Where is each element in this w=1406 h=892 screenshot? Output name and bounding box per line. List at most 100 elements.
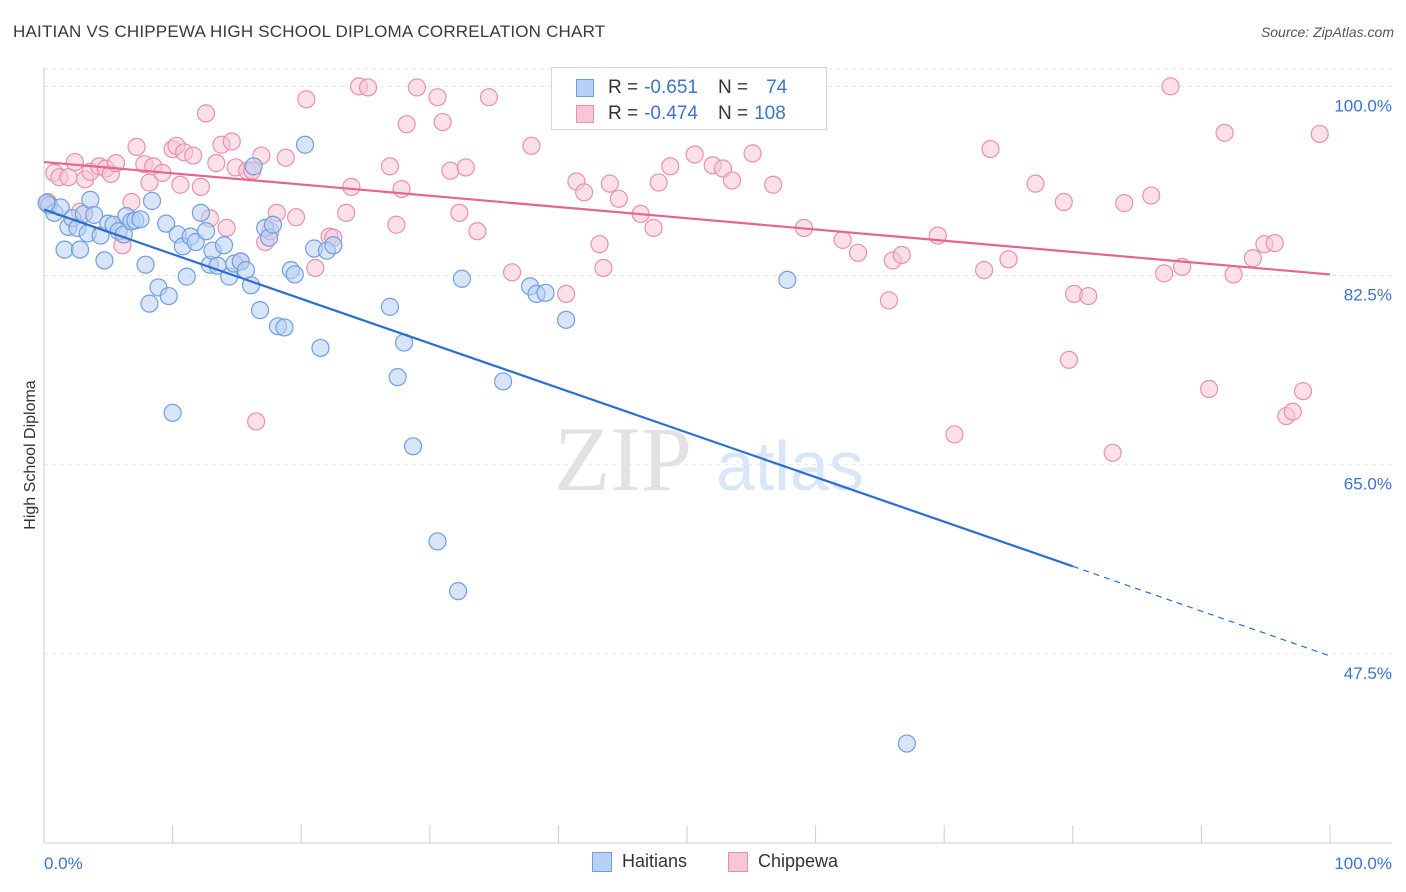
haitians-point [380,297,400,316]
haitians-point [557,310,576,329]
legend-chippewa: Chippewa [728,851,838,872]
chippewa-point [999,250,1018,269]
stats-legend: R = -0.651 N = 74 R = -0.474 N = 108 [551,67,827,130]
haitians-swatch [576,79,594,97]
haitians-point [536,283,555,302]
haitians-point [95,251,114,270]
haitians-point [244,157,263,176]
chippewa-point [764,175,783,194]
chippewa-point [879,291,899,310]
haitians-point [136,255,155,274]
haitians-point [275,318,294,337]
x-tick-label: 100.0% [1334,854,1392,873]
chippewa-point [848,243,868,262]
haitians-point [131,210,150,229]
chippewa-point [1200,379,1219,399]
chippewa-point [456,158,475,177]
chippewa-point [945,425,964,444]
chippewa-point [1054,192,1073,212]
chippewa-point [207,154,226,173]
chippewa-point [358,78,378,97]
haitians-point [236,261,256,280]
chippewa-point [433,112,452,132]
chippewa-point [217,218,236,238]
chippewa-point [222,132,241,151]
chippewa-point [1026,174,1045,193]
chippewa-legend-swatch [728,851,748,872]
haitians-point [250,301,270,320]
r-label: R = [608,103,639,124]
chippewa-point [337,203,356,222]
haitians-point [388,368,407,387]
chippewa-point [503,263,522,282]
chippewa-swatch [576,105,594,123]
n-value: 74 [766,77,788,98]
n-value: 108 [754,103,786,124]
haitians-point [157,214,176,233]
gridlines [44,68,1392,655]
chippewa-point [892,245,911,265]
trend-lines [43,160,1331,657]
chippewa-point [397,115,416,134]
haitians-point [452,269,472,288]
x-tick-label: 0.0% [44,854,83,873]
chippewa-point [468,222,487,241]
n-label: N = [717,103,749,124]
chippewa-point [833,230,852,249]
chippewa-point [479,88,499,107]
chippewa-point [1115,194,1134,213]
chippewa-point [1155,264,1174,283]
chippewa-point [600,174,619,193]
haitians-point [448,582,468,601]
chippewa-point [1243,249,1262,268]
haitians-point [897,734,917,753]
haitians-point [311,338,330,358]
chippewa-point [191,177,210,196]
watermark-atlas: atlas [716,427,864,505]
haitians-point [159,286,178,306]
r-value: -0.474 [644,103,698,124]
haitians-point [295,135,315,154]
legend-row-haitians: R = -0.651 N = 74 [576,76,787,100]
chippewa-point [306,258,325,278]
legend-row-chippewa: R = -0.474 N = 108 [576,102,786,126]
chippewa-point [59,168,78,187]
haitians-point [163,403,182,422]
haitians-point [177,267,196,286]
chippewa-point [65,152,84,172]
haitians-points [37,135,917,753]
chippewa-point [1142,186,1161,205]
chippewa-point [276,148,295,167]
chippewa-point [661,157,680,176]
y-tick-label: 100.0% [1334,96,1392,115]
haitians-point [324,236,343,255]
chippewa-point [743,144,762,163]
haitians-point [285,265,304,284]
chart-source: Source: ZipAtlas.com [1260,24,1394,40]
chippewa-point [981,139,1000,159]
haitians-point [81,190,100,209]
chippewa-point [392,179,411,199]
haitians-point [778,270,797,289]
chippewa-point [590,235,609,254]
chippewa-point [286,208,306,227]
haitians-trend-extension [1072,565,1331,657]
chippewa-point [1224,265,1243,284]
chippewa-point [685,145,704,164]
chippewa-point [171,175,190,194]
chippewa-trend-line [43,160,1331,276]
chippewa-point [407,78,427,97]
chippewa-point [1215,123,1234,142]
chippewa-point [127,137,146,157]
chippewa-point [1283,402,1302,421]
chippewa-point [522,136,541,155]
chart-title: HAITIAN VS CHIPPEWA HIGH SCHOOL DIPLOMA … [13,22,606,41]
haitians-point [214,236,234,255]
chippewa-point [428,88,447,107]
watermark-zip: ZIP [554,408,692,510]
haitians-point [428,532,447,551]
chippewa-point [196,104,216,123]
haitians-point [263,215,283,234]
y-tick-label: 47.5% [1344,664,1392,683]
